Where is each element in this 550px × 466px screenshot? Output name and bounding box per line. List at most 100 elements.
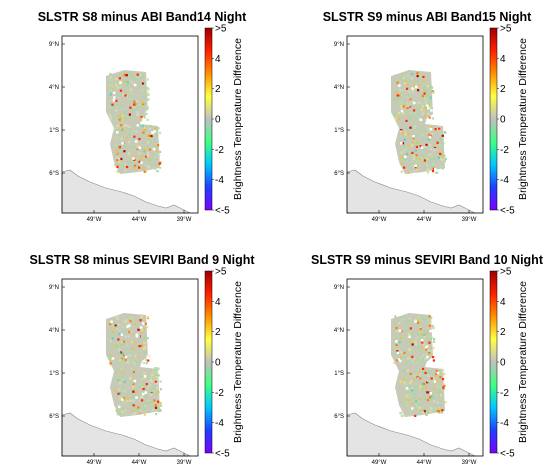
data-pixel — [140, 315, 143, 318]
map-frame — [346, 35, 484, 214]
data-pixel — [140, 378, 143, 381]
data-pixel — [424, 145, 427, 148]
data-pixel — [399, 130, 403, 133]
data-pixel — [133, 166, 136, 170]
data-pixel — [432, 167, 435, 170]
data-pixel — [147, 88, 150, 91]
data-pixel — [145, 362, 148, 365]
data-pixel — [142, 125, 145, 128]
data-pixel — [114, 322, 117, 325]
data-pixel — [407, 332, 410, 335]
data-gap — [139, 326, 143, 329]
data-pixel — [425, 386, 428, 389]
data-pixel — [148, 148, 152, 151]
data-pixel — [425, 95, 428, 98]
data-pixel — [152, 370, 156, 373]
data-pixel — [118, 146, 121, 149]
data-pixel — [431, 133, 434, 136]
data-pixel — [133, 100, 136, 103]
data-pixel — [428, 351, 431, 354]
data-pixel — [431, 117, 435, 120]
lon-tick-label: 49°W — [372, 217, 387, 223]
data-pixel — [438, 143, 442, 146]
data-pixel — [426, 380, 430, 383]
data-pixel — [427, 126, 430, 129]
data-pixel — [154, 367, 157, 370]
data-pixel — [132, 404, 135, 407]
data-pixel — [436, 410, 439, 413]
data-pixel — [404, 133, 407, 136]
data-pixel — [111, 103, 114, 106]
data-pixel — [433, 340, 436, 343]
lat-tick-label: 6°S — [334, 414, 344, 420]
data-pixel — [406, 150, 409, 153]
data-pixel — [143, 351, 146, 354]
data-pixel — [414, 117, 417, 121]
data-pixel — [397, 117, 400, 120]
data-pixel — [413, 83, 416, 86]
data-pixel — [442, 142, 445, 145]
data-pixel — [127, 361, 130, 364]
data-pixel — [401, 75, 404, 78]
data-pixel — [113, 326, 117, 329]
data-pixel — [433, 407, 436, 410]
data-pixel — [415, 154, 418, 157]
data-pixel — [134, 409, 137, 413]
data-pixel — [397, 353, 400, 356]
data-pixel — [396, 99, 399, 102]
data-pixel — [110, 112, 113, 115]
data-pixel — [123, 320, 126, 323]
data-pixel — [402, 318, 405, 321]
data-pixel — [118, 392, 122, 395]
colorbar — [489, 27, 498, 211]
colorbar-tick-label: <-5 — [215, 449, 230, 460]
data-gap — [135, 396, 138, 399]
colorbar-tick-label: -4 — [500, 175, 509, 186]
data-pixel — [134, 164, 137, 167]
data-gap — [133, 379, 137, 383]
data-pixel — [133, 146, 136, 149]
data-pixel — [408, 413, 412, 416]
data-pixel — [146, 337, 149, 340]
data-pixel — [124, 90, 127, 93]
data-pixel — [146, 118, 149, 121]
data-pixel — [403, 138, 406, 141]
data-gap — [121, 142, 124, 145]
lat-tick-label: 1°S — [334, 128, 344, 134]
data-pixel — [423, 157, 426, 161]
data-pixel — [406, 403, 409, 406]
data-pixel — [155, 149, 158, 152]
data-pixel — [435, 369, 438, 372]
data-pixel — [133, 105, 136, 108]
data-pixel — [126, 397, 130, 400]
data-pixel — [142, 74, 145, 77]
data-pixel — [156, 408, 159, 411]
data-pixel — [121, 411, 124, 414]
data-pixel — [411, 72, 414, 75]
data-pixel — [109, 84, 112, 87]
data-gap — [121, 398, 124, 401]
data-pixel — [134, 146, 137, 149]
lon-tick-label: 49°W — [87, 217, 102, 223]
data-pixel — [416, 128, 419, 131]
data-pixel — [117, 323, 121, 326]
colorbar-tick-label: >5 — [215, 24, 227, 35]
data-gap — [397, 358, 401, 361]
colorbar-tick-label: 4 — [500, 54, 506, 65]
colorbar-tick-label: 4 — [215, 297, 221, 308]
data-pixel — [123, 380, 126, 384]
data-pixel — [118, 348, 121, 351]
data-pixel — [123, 73, 126, 76]
data-pixel — [127, 113, 130, 116]
data-gap — [433, 102, 437, 105]
data-gap — [152, 147, 156, 151]
data-pixel — [423, 159, 426, 162]
data-pixel — [150, 135, 153, 138]
data-pixel — [141, 82, 145, 85]
data-pixel — [154, 167, 157, 170]
data-pixel — [411, 386, 414, 389]
data-gap — [146, 110, 149, 113]
data-pixel — [124, 145, 127, 148]
data-pixel — [147, 153, 150, 156]
data-pixel — [115, 104, 118, 107]
